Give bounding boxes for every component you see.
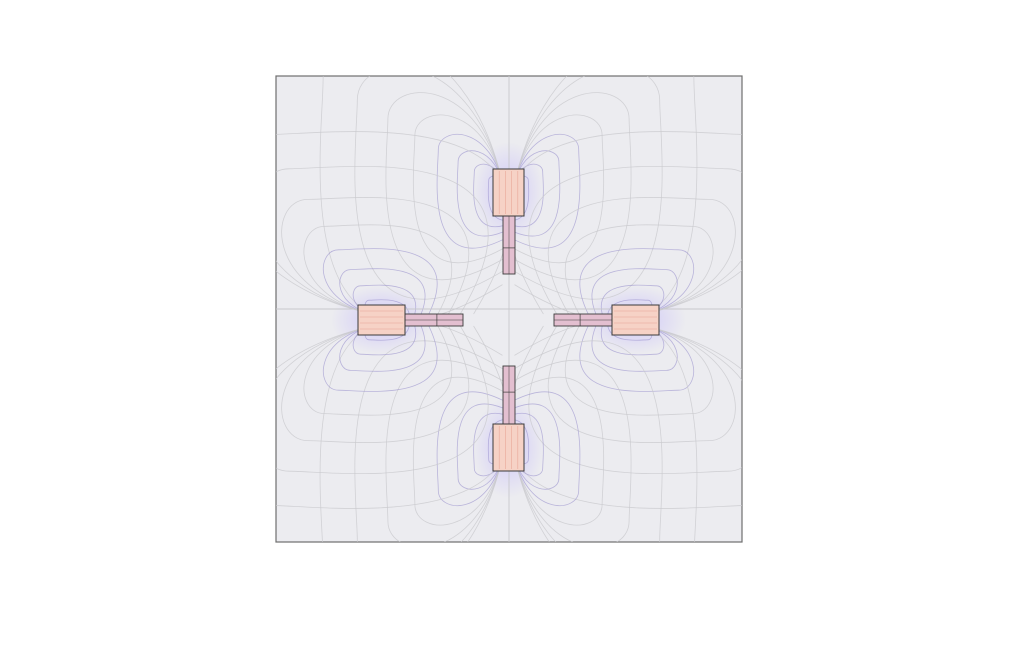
field-line-top [385, 92, 505, 280]
field-line-right [528, 323, 742, 475]
field-line-left [322, 323, 438, 392]
field-line-bottom [512, 340, 663, 542]
field-line-left [339, 268, 426, 317]
field-line-top [436, 133, 505, 249]
field-line-bottom [412, 376, 505, 526]
field-line-bottom [512, 376, 605, 526]
field-line-bottom [436, 391, 505, 507]
field-line-right [579, 323, 695, 392]
field-line-bottom [385, 360, 505, 542]
field-line-bottom [456, 403, 505, 490]
magnets-group [357, 168, 660, 472]
magnet-head-bottom [492, 423, 525, 472]
field-line-right [591, 268, 678, 317]
field-line-top [512, 76, 663, 300]
field-line-left [303, 323, 453, 416]
field-line-left [276, 323, 489, 475]
magnet-head-left [357, 304, 406, 336]
field-line-left [303, 224, 453, 317]
field-line-top [512, 133, 581, 249]
field-line-top [354, 76, 505, 300]
field-line-left [276, 165, 489, 317]
field-line-right [548, 323, 736, 443]
field-line-left [339, 323, 426, 372]
field-line-top [412, 114, 505, 264]
field-line-left [322, 248, 438, 317]
field-line-left [281, 323, 469, 443]
field-line-bottom [354, 340, 505, 542]
field-line-top [456, 150, 505, 237]
magnet-head-right [611, 304, 660, 336]
field-line-right [548, 197, 736, 317]
field-line-top [512, 114, 605, 264]
field-line-bottom [512, 360, 632, 542]
field-line-top [512, 150, 561, 237]
field-line-right [564, 224, 714, 317]
field-line-right [528, 165, 742, 317]
field-line-bottom [512, 403, 561, 490]
field-line-right [591, 323, 678, 372]
field-line-bottom [512, 391, 581, 507]
field-line-right [579, 248, 695, 317]
field-line-left [281, 197, 469, 317]
field-line-right [564, 323, 714, 416]
magnet-head-top [492, 168, 525, 217]
field-line-top [512, 92, 632, 280]
